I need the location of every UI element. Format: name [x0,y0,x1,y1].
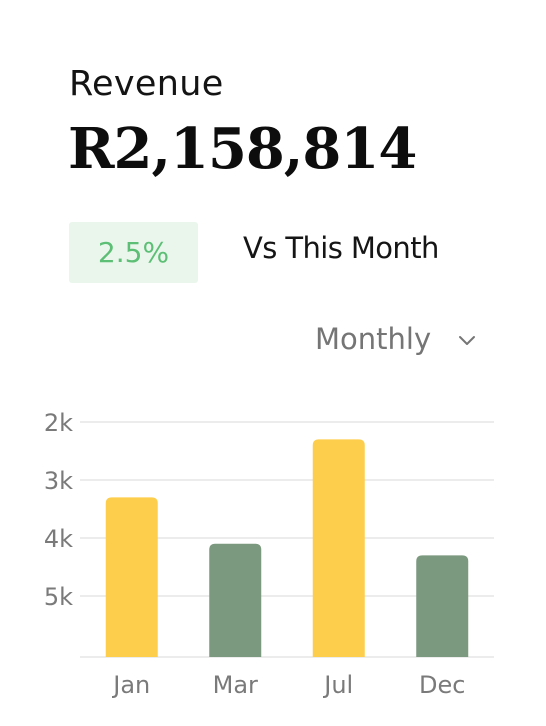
y-tick-label: 2k [44,409,73,437]
bar-jan[interactable] [105,497,158,657]
bar-mar[interactable] [209,543,262,657]
period-dropdown-value: Monthly [315,322,432,356]
x-tick-label: Jul [322,671,353,699]
x-tick-label: Mar [213,671,258,699]
card-title: Revenue [69,64,224,104]
chevron-down-icon [459,336,475,345]
change-badge-value: 2.5% [97,236,170,269]
bar-jul[interactable] [312,439,365,657]
revenue-amount: R2,158,814 [68,116,417,182]
x-tick-label: Jan [111,671,150,699]
change-badge: 2.5% [69,222,198,283]
y-tick-label: 4k [44,525,73,553]
period-dropdown[interactable]: Monthly [312,317,487,361]
y-tick-label: 5k [44,583,73,611]
bar-dec[interactable] [416,555,469,657]
y-tick-label: 3k [44,467,73,495]
x-tick-label: Dec [419,671,465,699]
comparison-label: Vs This Month [243,231,439,265]
revenue-bar-chart: 2k 3k 4k 5k Jan Mar Jul Dec [44,409,494,699]
